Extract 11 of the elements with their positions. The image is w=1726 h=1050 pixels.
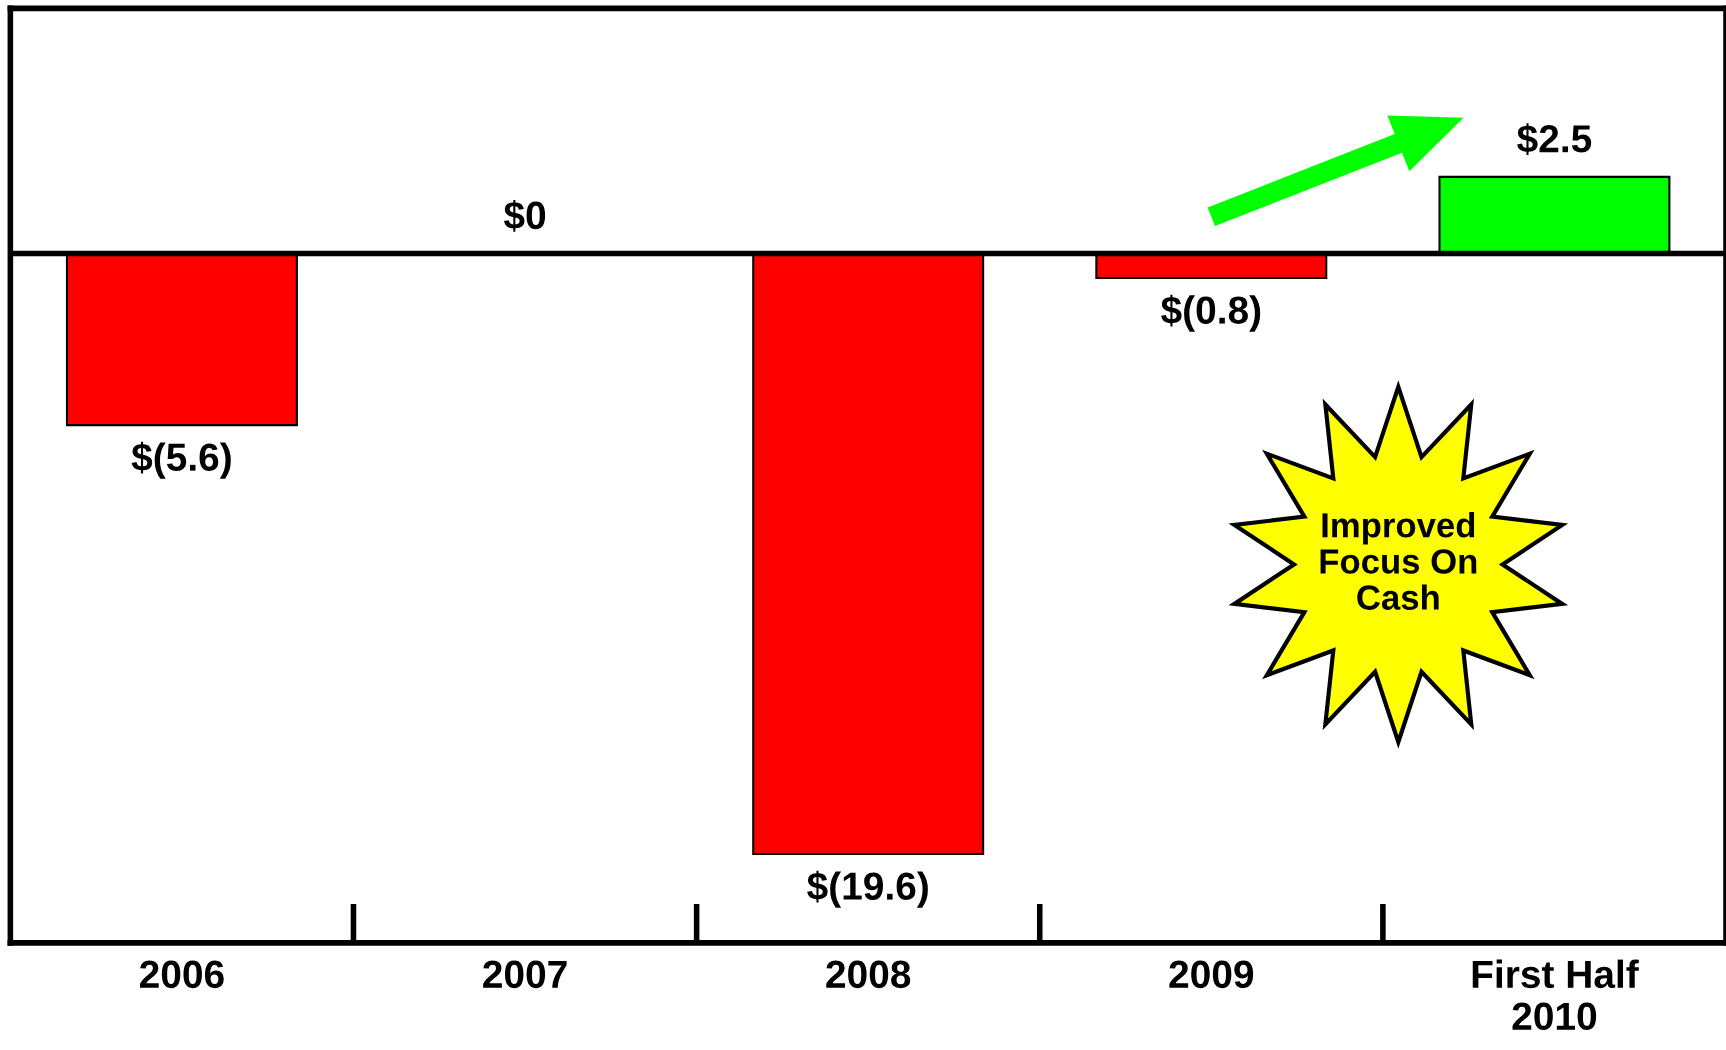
x-tick-label: 2007	[483, 960, 567, 989]
annotation: Improved Focus On Cash	[1320, 512, 1477, 610]
data-label: $(0.8)	[1161, 294, 1261, 332]
data-label: $2.5	[1517, 123, 1592, 156]
data-label: $(19.6)	[807, 870, 928, 908]
x-tick-label: 2009	[1169, 960, 1254, 989]
data-label: $0	[503, 199, 546, 232]
data-label: $(5.6)	[131, 441, 231, 479]
x-tick-label: 2008	[826, 960, 911, 989]
x-tick-label: 2006	[140, 960, 224, 989]
x-tick-label: First Half 2010	[1472, 959, 1639, 1031]
